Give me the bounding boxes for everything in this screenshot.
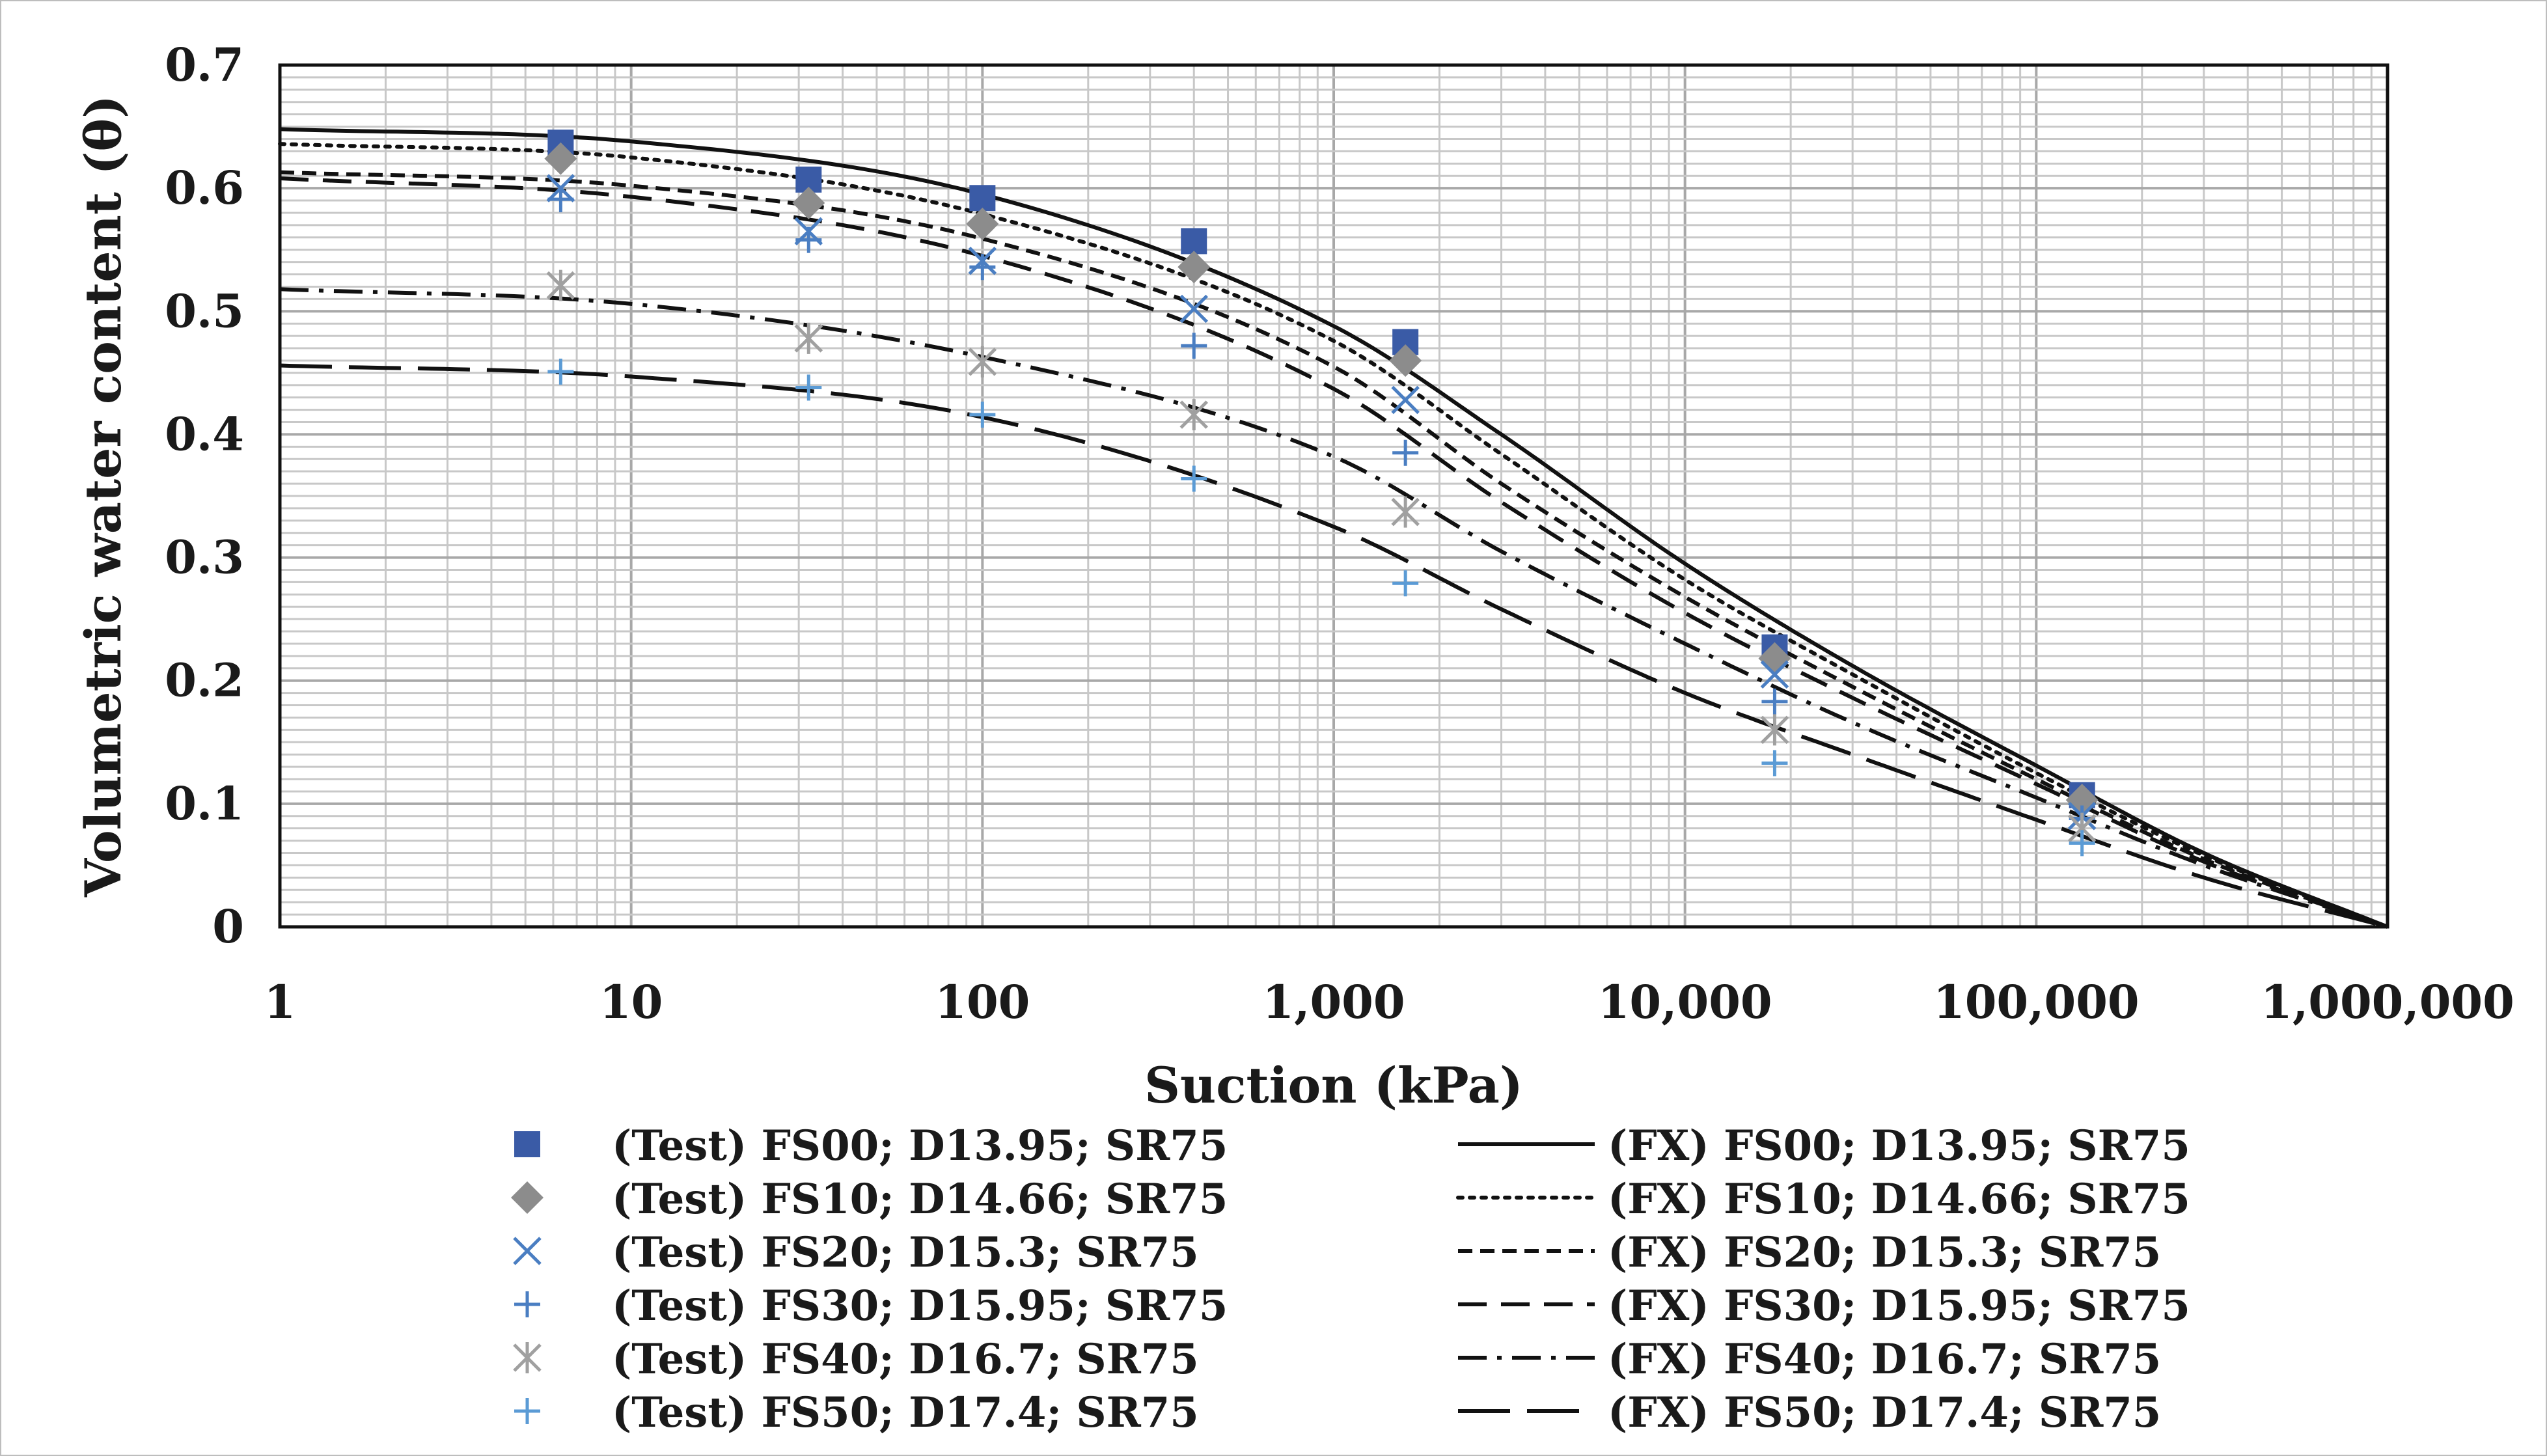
fit-curve — [279, 287, 2388, 929]
marker-plus — [1392, 570, 1419, 597]
x-tick-label: 1,000 — [1262, 975, 1405, 1029]
marker-plus — [514, 1398, 540, 1424]
fit-curve — [279, 176, 2388, 929]
test-markers — [544, 130, 2099, 857]
marker-x — [1391, 385, 1420, 415]
y-tick-label: 0.7 — [165, 38, 244, 92]
marker-asterisk — [1391, 496, 1420, 528]
x-tick-label: 10,000 — [1598, 975, 1772, 1029]
x-axis-title: Suction (kPa) — [1144, 1056, 1523, 1114]
legend-label: (Test) FS00; D13.95; SR75 — [612, 1121, 1228, 1170]
x-tick-label: 100,000 — [1933, 975, 2140, 1029]
marker-square — [969, 185, 996, 212]
y-tick-label: 0.5 — [165, 284, 244, 338]
x-tick-label: 100 — [935, 975, 1030, 1029]
marker-plus — [514, 1291, 540, 1317]
marker-plus — [1181, 465, 1207, 492]
marker-plus — [1392, 439, 1419, 466]
legend-label: (FX) FS10; D14.66; SR75 — [1608, 1175, 2190, 1224]
fit-curves — [278, 127, 2389, 929]
fit-curve — [279, 170, 2389, 929]
y-tick-label: 0.1 — [165, 776, 244, 831]
y-tick-label: 0.6 — [165, 161, 244, 215]
marker-plus — [969, 254, 996, 281]
legend-label: (Test) FS30; D15.95; SR75 — [612, 1282, 1228, 1330]
y-tick-label: 0 — [212, 900, 244, 954]
marker-asterisk — [513, 1342, 542, 1373]
y-axis-title: Volumetric water content (θ) — [74, 95, 132, 898]
marker-diamond — [792, 186, 825, 219]
legend-label: (Test) FS40; D16.7; SR75 — [612, 1335, 1199, 1384]
legend-label: (FX) FS30; D15.95; SR75 — [1608, 1282, 2190, 1330]
marker-plus — [1181, 333, 1207, 359]
marker-plus — [2069, 830, 2095, 857]
marker-asterisk — [968, 346, 997, 378]
marker-diamond — [1389, 344, 1422, 377]
grid — [279, 64, 2388, 928]
marker-x — [1760, 660, 1789, 689]
x-tick-label: 1 — [264, 975, 296, 1029]
marker-plus — [795, 227, 822, 253]
fit-curve — [279, 363, 2388, 929]
legend-label: (Test) FS50; D17.4; SR75 — [612, 1388, 1199, 1437]
legend-label: (Test) FS20; D15.3; SR75 — [612, 1228, 1199, 1277]
x-tick-label: 1,000,000 — [2261, 975, 2514, 1029]
marker-diamond — [1177, 251, 1211, 284]
y-tick-label: 0.3 — [165, 530, 244, 584]
marker-asterisk — [1179, 399, 1209, 431]
marker-x — [513, 1237, 542, 1265]
x-tick-label: 10 — [599, 975, 663, 1029]
marker-square — [1181, 228, 1207, 254]
marker-diamond — [966, 207, 999, 240]
marker-plus — [1761, 688, 1788, 715]
y-tick-label: 0.4 — [165, 407, 244, 461]
legend-label: (Test) FS10; D14.66; SR75 — [612, 1175, 1228, 1224]
marker-asterisk — [546, 269, 575, 301]
legend-label: (FX) FS40; D16.7; SR75 — [1608, 1335, 2161, 1384]
marker-plus — [547, 186, 574, 213]
marker-plus — [1761, 750, 1788, 776]
marker-asterisk — [794, 322, 823, 354]
marker-asterisk — [1760, 714, 1789, 746]
marker-diamond — [544, 142, 577, 175]
plot-area — [278, 63, 2389, 929]
legend-label: (FX) FS20; D15.3; SR75 — [1608, 1228, 2161, 1277]
legend-label: (FX) FS00; D13.95; SR75 — [1608, 1121, 2190, 1170]
axis-ticks: 1 10 100 1,000 10,000 100,000 1,000,000 0 0.1 0.2… — [165, 38, 2514, 1029]
marker-square — [514, 1131, 540, 1157]
marker-plus — [795, 374, 822, 401]
y-tick-label: 0.2 — [165, 653, 244, 707]
marker-plus — [969, 402, 996, 428]
marker-x — [1179, 294, 1209, 323]
marker-plus — [547, 358, 574, 385]
fit-curve — [279, 127, 2389, 929]
legend: (Test) FS00; D13.95; SR75 (Test) FS10; D1… — [511, 1121, 2190, 1437]
legend-label: (FX) FS50; D17.4; SR75 — [1608, 1388, 2161, 1437]
marker-diamond — [511, 1181, 544, 1214]
